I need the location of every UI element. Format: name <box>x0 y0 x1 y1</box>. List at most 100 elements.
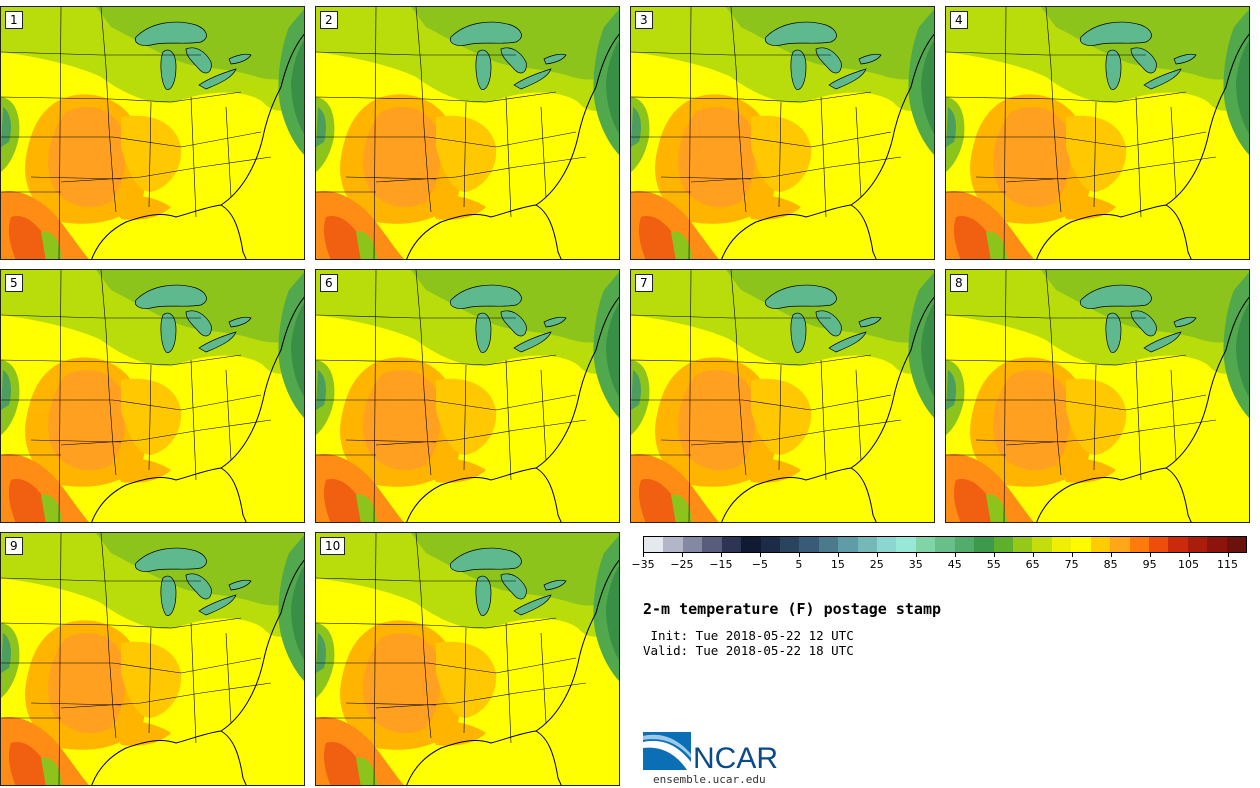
colorbar-tick <box>1071 552 1073 557</box>
colorbar-tick <box>915 552 917 557</box>
temperature-map <box>316 7 619 259</box>
ncar-logo: NCAR <box>643 732 778 775</box>
colorbar-segment <box>644 537 664 552</box>
colorbar-segment <box>1168 537 1188 552</box>
colorbar-tick-label: 95 <box>1142 558 1157 571</box>
member-panel-7: 7 <box>630 269 935 523</box>
colorbar-segment <box>1226 537 1247 552</box>
colorbar-tick-label: −35 <box>631 558 655 571</box>
member-panel-9: 9 <box>0 532 305 786</box>
colorbar-segment <box>1090 537 1111 552</box>
colorbar-ticks: −35 −25 −15 −5 5 15 25 35 45 55 65 75 85 95 105 115 <box>631 552 1247 582</box>
init-time: Init: Tue 2018-05-22 12 UTC <box>643 628 854 643</box>
member-panel-5: 5 <box>0 269 305 523</box>
member-panel-2: 2 <box>315 6 620 260</box>
colorbar-tick <box>954 552 956 557</box>
colorbar-segment <box>1032 537 1052 552</box>
colorbar-tick-label: 75 <box>1064 558 1079 571</box>
colorbar-segment <box>702 537 722 552</box>
colorbar-tick-label: 55 <box>986 558 1001 571</box>
logo-text: NCAR <box>693 742 778 775</box>
colorbar-segment <box>877 537 897 552</box>
colorbar-segment <box>974 537 994 552</box>
colorbar-segment <box>1148 537 1169 552</box>
member-label: 7 <box>635 274 653 292</box>
member-label: 9 <box>5 537 23 555</box>
member-panel-8: 8 <box>945 269 1250 523</box>
colorbar-segment <box>993 537 1014 552</box>
colorbar-segment <box>1207 537 1227 552</box>
colorbar-tick-label: 65 <box>1025 558 1040 571</box>
colorbar-tick-label: 45 <box>947 558 962 571</box>
logo-url: ensemble.ucar.edu <box>653 773 766 786</box>
colorbar-tick <box>681 552 683 557</box>
colorbar-segment <box>741 537 761 552</box>
colorbar-tick <box>1227 552 1229 557</box>
member-panel-6: 6 <box>315 269 620 523</box>
valid-time: Valid: Tue 2018-05-22 18 UTC <box>643 643 854 658</box>
colorbar-segment <box>857 537 878 552</box>
colorbar-segment <box>1110 537 1130 552</box>
temperature-map <box>316 270 619 522</box>
colorbar-segment <box>1071 537 1091 552</box>
colorbar-segment <box>915 537 936 552</box>
colorbar-tick <box>993 552 995 557</box>
colorbar-tick <box>1188 552 1190 557</box>
temperature-map <box>946 7 1249 259</box>
colorbar-segment <box>1013 537 1033 552</box>
colorbar-segment <box>760 537 780 552</box>
temperature-map <box>316 533 619 785</box>
colorbar-tick <box>837 552 839 557</box>
member-label: 10 <box>320 537 346 555</box>
temperature-colorbar <box>643 536 1247 553</box>
colorbar-segment <box>663 537 683 552</box>
colorbar-tick <box>1110 552 1112 557</box>
colorbar-tick <box>1149 552 1151 557</box>
member-label: 3 <box>635 11 653 29</box>
colorbar-segment <box>935 537 955 552</box>
colorbar-tick <box>759 552 761 557</box>
member-panel-1: 1 <box>0 6 305 260</box>
colorbar-tick-label: −5 <box>751 558 768 571</box>
colorbar-tick-label: 35 <box>908 558 923 571</box>
colorbar-segment <box>682 537 703 552</box>
colorbar-tick <box>876 552 878 557</box>
colorbar-tick <box>798 552 800 557</box>
colorbar-segment <box>818 537 839 552</box>
temperature-map <box>631 270 934 522</box>
colorbar-tick-label: 115 <box>1217 558 1239 571</box>
temperature-map <box>1 7 304 259</box>
temperature-map <box>631 7 934 259</box>
colorbar-tick <box>720 552 722 557</box>
member-label: 4 <box>950 11 968 29</box>
temperature-map <box>946 270 1249 522</box>
member-label: 8 <box>950 274 968 292</box>
member-label: 2 <box>320 11 338 29</box>
temperature-map <box>1 533 304 785</box>
colorbar-segment <box>799 537 819 552</box>
colorbar-segment <box>896 537 916 552</box>
colorbar-tick <box>643 552 644 557</box>
colorbar-segment <box>1187 537 1208 552</box>
colorbar-tick-label: 5 <box>795 558 803 571</box>
colorbar-segment <box>779 537 800 552</box>
member-panel-4: 4 <box>945 6 1250 260</box>
colorbar-tick-label: 85 <box>1103 558 1118 571</box>
colorbar-tick-label: 15 <box>830 558 845 571</box>
colorbar-segment <box>954 537 975 552</box>
colorbar-tick-label: −15 <box>709 558 733 571</box>
member-label: 6 <box>320 274 338 292</box>
plot-title: 2-m temperature (F) postage stamp <box>643 600 942 618</box>
temperature-map <box>1 270 304 522</box>
colorbar-tick-label: −25 <box>670 558 694 571</box>
member-panel-10: 10 <box>315 532 620 786</box>
colorbar-segment <box>721 537 742 552</box>
member-label: 5 <box>5 274 23 292</box>
colorbar-segment <box>1051 537 1072 552</box>
colorbar-segment <box>838 537 858 552</box>
colorbar-tick <box>1032 552 1034 557</box>
colorbar-segment <box>1129 537 1149 552</box>
member-label: 1 <box>5 11 23 29</box>
colorbar-tick-label: 105 <box>1178 558 1200 571</box>
member-panel-3: 3 <box>630 6 935 260</box>
